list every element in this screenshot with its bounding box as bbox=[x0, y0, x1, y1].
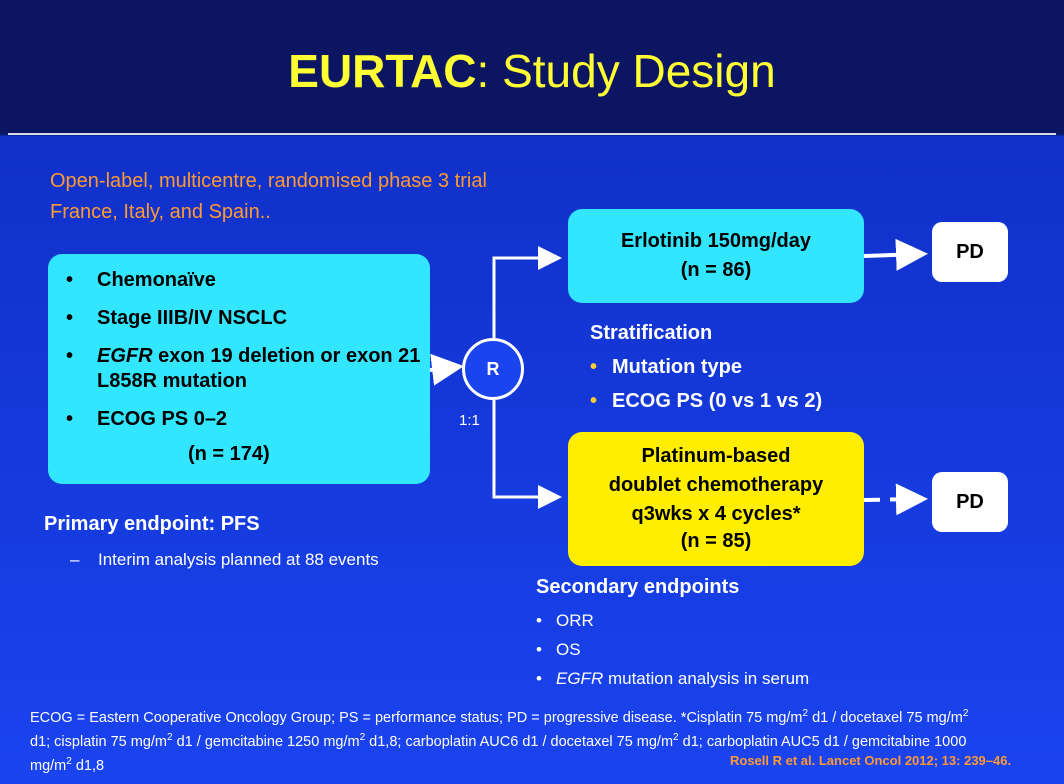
eligibility-item: EGFR exon 19 deletion or exon 21 L858R m… bbox=[62, 344, 427, 394]
chemo-line: q3wks x 4 cycles* bbox=[631, 503, 801, 525]
title-acronym: EURTAC bbox=[288, 45, 477, 97]
mutation-text: exon 19 deletion or exon 21 L858R mutati… bbox=[97, 345, 421, 392]
secondary-endpoints-heading: Secondary endpoints bbox=[536, 576, 740, 598]
chemo-arm-box: Platinum-based doublet chemotherapy q3wk… bbox=[568, 432, 864, 566]
eligibility-item: ECOG PS 0–2 bbox=[62, 407, 427, 432]
chemo-line: doublet chemotherapy bbox=[608, 474, 824, 496]
arrow-to-erlotinib bbox=[492, 246, 562, 338]
arrow-erlotinib-to-pd bbox=[863, 238, 928, 271]
arrow-to-chemo bbox=[492, 400, 562, 509]
secondary-endpoints-list: ORR OS EGFR mutation analysis in serum bbox=[534, 611, 809, 698]
stratification-item: Mutation type bbox=[588, 355, 822, 379]
primary-endpoint-heading: Primary endpoint: PFS bbox=[44, 513, 260, 535]
pd-chemo-box: PD bbox=[932, 472, 1008, 532]
egfr-serum-text: mutation analysis in serum bbox=[603, 669, 810, 688]
title-rest: : Study Design bbox=[476, 45, 776, 97]
chemo-line: Platinum-based bbox=[641, 445, 791, 467]
title-bar bbox=[0, 0, 1064, 133]
footnote: ECOG = Eastern Cooperative Oncology Grou… bbox=[30, 708, 969, 774]
secondary-item: ORR bbox=[534, 611, 809, 631]
arrow-chemo-to-pd bbox=[863, 483, 928, 516]
pd-erlotinib-box: PD bbox=[932, 222, 1008, 282]
stratification-item: ECOG PS (0 vs 1 vs 2) bbox=[588, 389, 822, 413]
title-divider bbox=[8, 133, 1056, 135]
stratification-heading: Stratification bbox=[590, 322, 713, 344]
eligibility-item: Chemonaïve bbox=[62, 268, 427, 293]
design-line-2: France, Italy, and Spain.. bbox=[50, 201, 271, 223]
randomization-ratio: 1:1 bbox=[459, 412, 480, 429]
slide-title: EURTAC: Study Design bbox=[0, 44, 1064, 98]
eligibility-box: Chemonaïve Stage IIIB/IV NSCLC EGFR exon… bbox=[48, 254, 430, 484]
eligibility-list: Chemonaïve Stage IIIB/IV NSCLC EGFR exon… bbox=[62, 268, 427, 445]
stratification-list: Mutation type ECOG PS (0 vs 1 vs 2) bbox=[588, 355, 822, 423]
erlotinib-n: (n = 86) bbox=[680, 259, 752, 281]
secondary-item: OS bbox=[534, 640, 809, 660]
eligibility-item: Stage IIIB/IV NSCLC bbox=[62, 306, 427, 331]
randomization-circle: R bbox=[462, 338, 524, 400]
erlotinib-arm-box: Erlotinib 150mg/day (n = 86) bbox=[568, 209, 864, 303]
eligibility-n: (n = 174) bbox=[188, 443, 270, 465]
primary-endpoint-sub: Interim analysis planned at 88 events bbox=[98, 550, 379, 569]
secondary-item: EGFR mutation analysis in serum bbox=[534, 669, 809, 689]
primary-endpoint-dash: – bbox=[70, 550, 80, 569]
citation: Rosell R et al. Lancet Oncol 2012; 13: 2… bbox=[730, 753, 1012, 768]
design-line-1: Open-label, multicentre, randomised phas… bbox=[50, 170, 487, 192]
chemo-n: (n = 85) bbox=[680, 530, 752, 552]
egfr-gene: EGFR bbox=[556, 669, 604, 688]
erlotinib-dose: Erlotinib 150mg/day bbox=[620, 230, 812, 252]
arrow-to-randomization bbox=[429, 353, 464, 386]
egfr-gene: EGFR bbox=[97, 345, 153, 367]
